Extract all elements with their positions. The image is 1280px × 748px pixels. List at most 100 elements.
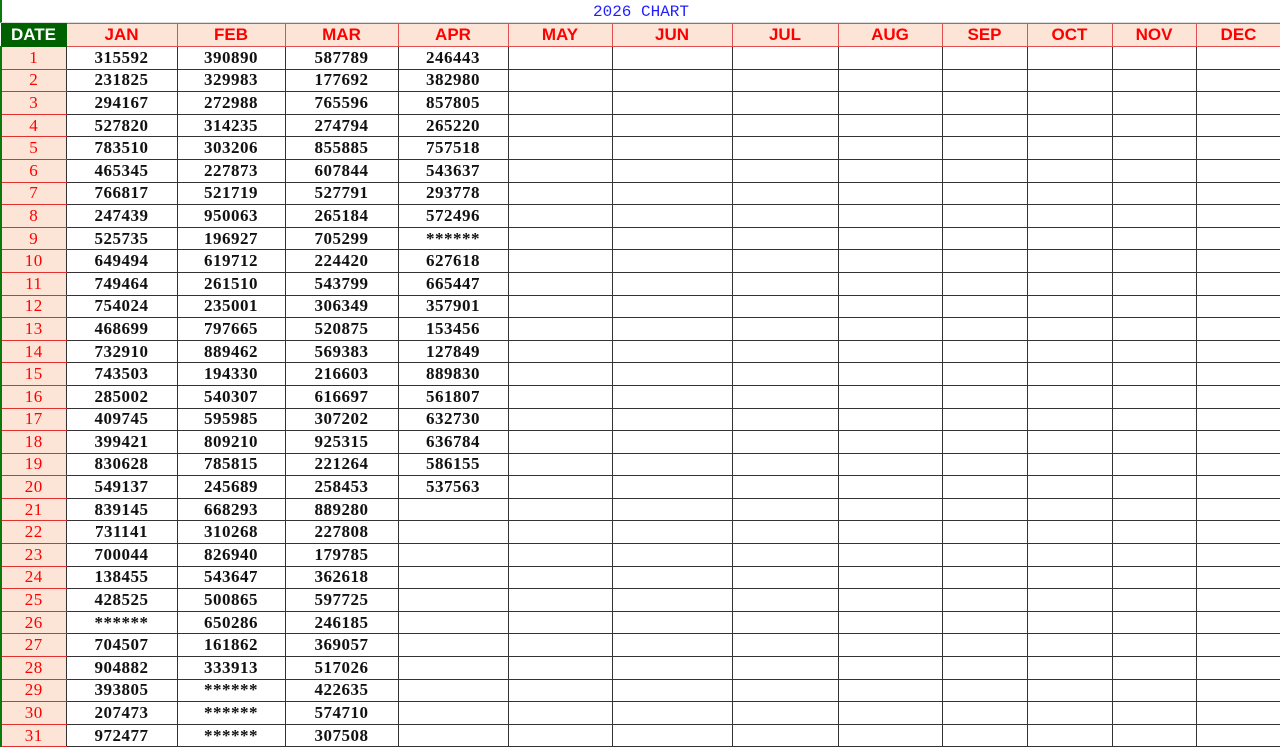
value-cell-dec[interactable]	[1195, 565, 1280, 590]
value-cell-may[interactable]	[507, 384, 613, 409]
value-cell-jan[interactable]: 138455	[65, 565, 178, 590]
value-cell-oct[interactable]	[1026, 723, 1113, 748]
day-cell[interactable]: 16	[0, 385, 66, 409]
value-cell-jan[interactable]: 527820	[65, 113, 178, 138]
value-cell-aug[interactable]	[837, 678, 943, 703]
value-cell-sep[interactable]	[941, 384, 1028, 409]
value-cell-jan[interactable]: 649494	[65, 249, 178, 273]
value-cell-feb[interactable]: 809210	[176, 430, 286, 454]
value-cell-apr[interactable]: 632730	[397, 407, 509, 432]
value-cell-jun[interactable]	[611, 407, 733, 432]
value-cell-feb[interactable]: 889462	[176, 339, 286, 364]
value-cell-jan[interactable]: 393805	[65, 678, 178, 703]
value-cell-dec[interactable]	[1195, 588, 1280, 612]
value-cell-may[interactable]	[507, 226, 613, 251]
day-cell[interactable]: 17	[0, 408, 66, 432]
day-cell[interactable]: 11	[0, 272, 66, 296]
value-cell-nov[interactable]	[1111, 678, 1197, 703]
value-cell-sep[interactable]	[941, 226, 1028, 251]
value-cell-oct[interactable]	[1026, 362, 1113, 386]
month-header-dec[interactable]: DEC	[1195, 23, 1280, 47]
value-cell-oct[interactable]	[1026, 113, 1113, 138]
value-cell-jun[interactable]	[611, 588, 733, 612]
value-cell-mar[interactable]: 362618	[284, 565, 399, 590]
day-cell[interactable]: 8	[0, 204, 66, 228]
value-cell-jan[interactable]: 247439	[65, 204, 178, 228]
value-cell-jun[interactable]	[611, 475, 733, 499]
month-header-may[interactable]: MAY	[507, 23, 613, 47]
month-header-mar[interactable]: MAR	[284, 23, 399, 47]
value-cell-oct[interactable]	[1026, 701, 1113, 725]
value-cell-sep[interactable]	[941, 181, 1028, 206]
value-cell-aug[interactable]	[837, 317, 943, 341]
value-cell-jan[interactable]: 409745	[65, 407, 178, 432]
value-cell-jul[interactable]	[731, 565, 839, 590]
value-cell-apr[interactable]: 889830	[397, 362, 509, 386]
value-cell-aug[interactable]	[837, 588, 943, 612]
value-cell-jan[interactable]: 732910	[65, 339, 178, 364]
value-cell-aug[interactable]	[837, 46, 943, 70]
value-cell-nov[interactable]	[1111, 249, 1197, 273]
value-cell-jan[interactable]: ******	[65, 610, 178, 635]
value-cell-oct[interactable]	[1026, 543, 1113, 567]
value-cell-sep[interactable]	[941, 475, 1028, 499]
value-cell-nov[interactable]	[1111, 204, 1197, 228]
value-cell-jun[interactable]	[611, 271, 733, 296]
value-cell-nov[interactable]	[1111, 543, 1197, 567]
value-cell-nov[interactable]	[1111, 113, 1197, 138]
value-cell-feb[interactable]: 650286	[176, 610, 286, 635]
value-cell-mar[interactable]: 274794	[284, 113, 399, 138]
value-cell-nov[interactable]	[1111, 68, 1197, 93]
value-cell-jul[interactable]	[731, 475, 839, 499]
value-cell-feb[interactable]: 540307	[176, 384, 286, 409]
month-header-jan[interactable]: JAN	[65, 23, 178, 47]
value-cell-feb[interactable]: 619712	[176, 249, 286, 273]
value-cell-feb[interactable]: 785815	[176, 452, 286, 477]
value-cell-mar[interactable]: 587789	[284, 46, 399, 70]
value-cell-jul[interactable]	[731, 249, 839, 273]
value-cell-apr[interactable]: 382980	[397, 68, 509, 93]
value-cell-jan[interactable]: 399421	[65, 430, 178, 454]
value-cell-oct[interactable]	[1026, 136, 1113, 160]
day-cell[interactable]: 1	[0, 46, 66, 70]
value-cell-mar[interactable]: 177692	[284, 68, 399, 93]
value-cell-may[interactable]	[507, 633, 613, 658]
value-cell-dec[interactable]	[1195, 430, 1280, 454]
day-cell[interactable]: 3	[0, 91, 66, 115]
value-cell-jan[interactable]: 207473	[65, 701, 178, 725]
value-cell-may[interactable]	[507, 430, 613, 454]
value-cell-jan[interactable]: 525735	[65, 226, 178, 251]
value-cell-nov[interactable]	[1111, 588, 1197, 612]
value-cell-jun[interactable]	[611, 317, 733, 341]
value-cell-sep[interactable]	[941, 136, 1028, 160]
day-cell[interactable]: 6	[0, 159, 66, 183]
value-cell-feb[interactable]: 161862	[176, 633, 286, 658]
day-cell[interactable]: 29	[0, 679, 66, 703]
day-cell[interactable]: 2	[0, 69, 66, 93]
value-cell-oct[interactable]	[1026, 497, 1113, 522]
value-cell-apr[interactable]	[397, 588, 509, 612]
value-cell-jul[interactable]	[731, 226, 839, 251]
value-cell-feb[interactable]: 329983	[176, 68, 286, 93]
value-cell-mar[interactable]: 616697	[284, 384, 399, 409]
value-cell-jun[interactable]	[611, 430, 733, 454]
value-cell-feb[interactable]: 950063	[176, 204, 286, 228]
value-cell-jul[interactable]	[731, 136, 839, 160]
value-cell-oct[interactable]	[1026, 588, 1113, 612]
value-cell-dec[interactable]	[1195, 362, 1280, 386]
value-cell-dec[interactable]	[1195, 181, 1280, 206]
value-cell-aug[interactable]	[837, 294, 943, 319]
value-cell-oct[interactable]	[1026, 68, 1113, 93]
value-cell-jul[interactable]	[731, 294, 839, 319]
value-cell-jan[interactable]: 839145	[65, 497, 178, 522]
value-cell-aug[interactable]	[837, 271, 943, 296]
value-cell-dec[interactable]	[1195, 656, 1280, 680]
value-cell-oct[interactable]	[1026, 407, 1113, 432]
value-cell-nov[interactable]	[1111, 271, 1197, 296]
value-cell-aug[interactable]	[837, 249, 943, 273]
value-cell-jul[interactable]	[731, 91, 839, 115]
value-cell-may[interactable]	[507, 136, 613, 160]
value-cell-dec[interactable]	[1195, 497, 1280, 522]
value-cell-feb[interactable]: 303206	[176, 136, 286, 160]
day-cell[interactable]: 25	[0, 588, 66, 612]
